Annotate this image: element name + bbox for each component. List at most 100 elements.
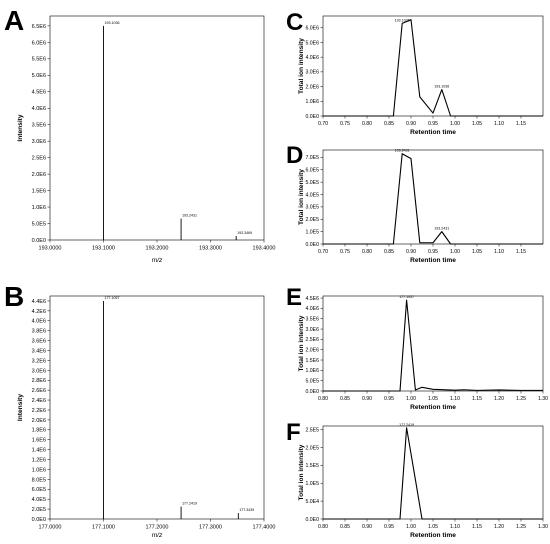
x-tick-label: 193.0000	[39, 246, 62, 252]
y-tick-label: 3.8E6	[32, 329, 46, 335]
y-tick-label: 6.0E6	[305, 26, 319, 32]
x-tick-label: 193.3000	[199, 246, 222, 252]
x-tick-label: 1.30	[538, 524, 548, 530]
panel-f: F 0.0E0 5.0E4 1.0E5 1.5E5 2.0E5 2.5E5 0.80 0.85 0…	[286, 419, 548, 539]
y-tick-label: 1.5E6	[32, 189, 46, 195]
panel-letter-e: E	[286, 284, 302, 311]
y-tick-label: 5.0E5	[32, 221, 46, 227]
y-tick-label: 2.5E6	[32, 156, 46, 162]
x-axis-label: Retention time	[410, 532, 456, 539]
y-tick-label: 1.2E6	[32, 457, 46, 463]
x-tick-label: 0.85	[384, 121, 394, 127]
peak-label: 193.3469	[237, 231, 252, 235]
y-tick-label: 6.5E6	[32, 24, 46, 30]
peak-label: 177.2419	[182, 502, 197, 506]
plot-frame	[322, 425, 544, 520]
x-tick-label: 1.05	[472, 249, 482, 255]
x-tick-label: 1.10	[494, 121, 504, 127]
panel-letter-a: A	[4, 5, 24, 36]
panel-letter-c: C	[286, 9, 303, 36]
x-tick-label: 1.15	[516, 121, 526, 127]
x-tick-label: 0.85	[384, 249, 394, 255]
x-tick-label: 1.25	[516, 524, 526, 530]
x-axis-label: Retention time	[410, 129, 456, 136]
peak-label: 177.3439	[239, 508, 254, 512]
x-axis-label: Retention time	[410, 257, 456, 264]
plot-frame	[322, 15, 544, 117]
x-tick-label: 193.1000	[92, 246, 115, 252]
y-tick-label: 1.4E6	[32, 448, 46, 454]
x-tick-label: 1.20	[494, 396, 504, 402]
y-axis-label: Total ion intensity	[298, 315, 305, 371]
y-tick-label: 0.0E0	[32, 517, 46, 523]
x-tick-label: 0.80	[318, 524, 328, 530]
panel-letter-d: D	[286, 142, 303, 169]
y-tick-label: 1.8E6	[32, 428, 46, 434]
x-tick-label: 1.15	[472, 396, 482, 402]
y-axis-label: Total ion intensity	[298, 169, 305, 225]
chromatogram-line	[323, 427, 543, 520]
y-tick-label: 2.0E5	[32, 507, 46, 513]
panel-e: E 0.0E0 5.0E5 1.0E6 1.5E6 2.0E6 2.5E6 3.0E6 3.5E…	[286, 284, 548, 411]
y-tick-label: 0.0E0	[305, 517, 319, 523]
y-tick-label: 4.0E6	[32, 106, 46, 112]
y-tick-label: 2.0E6	[305, 348, 319, 354]
y-tick-label: 0.0E0	[305, 114, 319, 120]
plot-frame	[49, 15, 265, 241]
y-tick-label: 6.0E5	[305, 168, 319, 174]
chromatogram-line	[323, 19, 543, 117]
y-tick-label: 7.0E5	[305, 155, 319, 161]
x-tick-label: 1.20	[494, 524, 504, 530]
y-tick-label: 3.4E6	[32, 348, 46, 354]
x-tick-label: 0.80	[362, 121, 372, 127]
y-tick-label: 5.0E6	[32, 73, 46, 79]
y-axis-label: Total ion intensity	[298, 38, 305, 94]
chromatogram-line	[323, 299, 543, 392]
y-tick-label: 5.0E6	[305, 40, 319, 46]
peak-label: 177.1057	[105, 296, 120, 300]
panel-a: A 0.0E0 5.0E5 1.0E6 1.5E6 2.0E6 2.5E6 3.0E6 3.5E…	[4, 5, 275, 264]
x-tick-label: 177.2000	[146, 525, 169, 531]
x-tick-label: 1.00	[450, 121, 460, 127]
y-tick-label: 1.0E6	[305, 368, 319, 374]
panel-c: C 0.0E0 1.0E6 2.0E6 3.0E6 4.0E6 5.0E6 6.0E6 0.70…	[286, 9, 544, 136]
y-tick-label: 3.0E6	[305, 327, 319, 333]
y-tick-label: 2.0E5	[305, 217, 319, 223]
y-tick-label: 3.0E6	[32, 139, 46, 145]
y-tick-label: 3.5E6	[32, 123, 46, 129]
x-tick-label: 1.05	[472, 121, 482, 127]
y-tick-label: 3.0E5	[305, 205, 319, 211]
x-axis-label: m/z	[152, 257, 163, 264]
panel-d: D 0.0E0 1.0E5 2.0E5 3.0E5 4.0E5 5.0E5 6.0E5 7.0E…	[286, 142, 544, 264]
y-tick-label: 4.5E6	[32, 90, 46, 96]
y-tick-label: 4.5E6	[305, 296, 319, 302]
x-tick-label: 0.95	[384, 396, 394, 402]
x-tick-label: 1.00	[450, 249, 460, 255]
y-tick-label: 5.0E5	[305, 180, 319, 186]
y-tick-label: 2.0E6	[32, 418, 46, 424]
y-tick-label: 2.0E6	[32, 172, 46, 178]
x-tick-label: 177.0000	[39, 525, 62, 531]
y-tick-label: 5.0E4	[305, 499, 319, 505]
y-tick-label: 3.2E6	[32, 358, 46, 364]
y-tick-label: 1.0E5	[305, 481, 319, 487]
y-tick-label: 1.5E6	[305, 358, 319, 364]
x-tick-label: 0.85	[340, 396, 350, 402]
x-tick-label: 0.85	[340, 524, 350, 530]
plot-frame	[49, 295, 265, 520]
x-tick-label: 0.90	[362, 524, 372, 530]
y-tick-label: 8.0E5	[32, 477, 46, 483]
x-tick-label: 0.95	[428, 249, 438, 255]
x-tick-label: 0.70	[318, 249, 328, 255]
y-tick-label: 3.6E6	[32, 339, 46, 345]
x-axis-label: Retention time	[410, 404, 456, 411]
y-tick-label: 1.6E6	[32, 438, 46, 444]
panel-letter-b: B	[4, 281, 24, 312]
y-tick-label: 2.5E5	[305, 427, 319, 433]
peak-annotation: 177.2419	[399, 423, 414, 427]
y-axis-label: Total ion intensity	[298, 444, 305, 500]
y-tick-label: 4.0E6	[305, 306, 319, 312]
y-tick-label: 2.8E6	[32, 378, 46, 384]
y-tick-label: 2.6E6	[32, 388, 46, 394]
x-tick-label: 1.05	[428, 396, 438, 402]
